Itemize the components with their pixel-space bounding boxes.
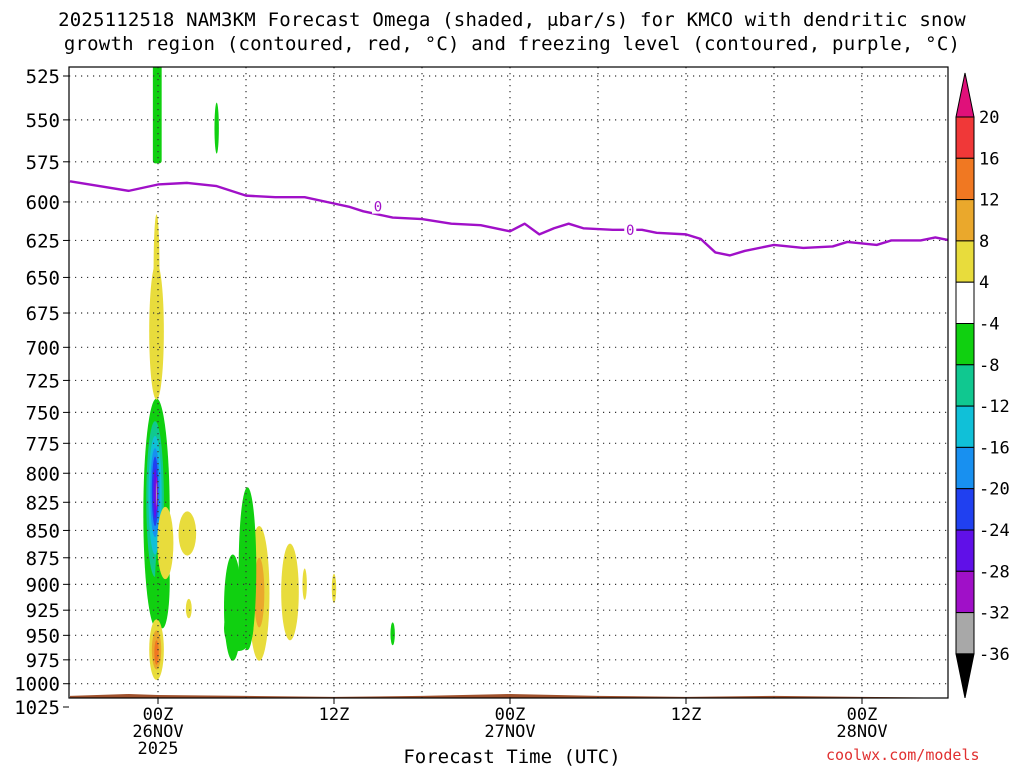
x-tick-label: 00Z <box>143 705 174 725</box>
colorbar-bin-9 <box>955 488 975 531</box>
omega-cell-18 <box>149 262 164 400</box>
x-tick-label: 12Z <box>671 705 702 725</box>
contour-label-bg <box>372 199 384 214</box>
colorbar-level-label: -20 <box>979 480 1010 500</box>
colorbar-above-arrow <box>955 72 975 118</box>
colorbar-level-label: -32 <box>979 604 1010 624</box>
y-tick-label: 725 <box>26 370 60 392</box>
x-tick-label: 12Z <box>319 705 350 725</box>
omega-cell-25 <box>157 506 174 580</box>
omega-cell-24 <box>214 102 219 154</box>
y-tick-label: 550 <box>26 110 60 132</box>
pressure-axis: 525 550 575 600 625 650 675 700 725 750 775 800 825 8… <box>14 66 69 719</box>
colorbar-level-label: -24 <box>979 521 1010 541</box>
y-tick-label: 600 <box>26 192 60 214</box>
x-tick-label: 2025 <box>138 739 179 759</box>
omega-cell-20 <box>224 605 254 652</box>
colorbar-bin-4 <box>955 281 975 325</box>
x-tick-label: 27NOV <box>484 722 535 742</box>
colorbar-level-label: -4 <box>979 315 999 335</box>
y-tick-label: 975 <box>26 650 60 672</box>
y-tick-label: 700 <box>26 337 60 359</box>
plot-area <box>69 67 948 698</box>
credit-link[interactable]: coolwx.com/models <box>826 746 980 764</box>
y-tick-label: 900 <box>26 574 60 596</box>
omega-cell-12 <box>154 640 159 665</box>
colorbar-bin-7 <box>955 405 975 448</box>
colorbar-bin-12 <box>955 612 975 655</box>
y-tick-label: 750 <box>26 402 60 424</box>
y-tick-label: 950 <box>26 625 60 647</box>
colorbar-bin-5 <box>955 323 975 366</box>
terrain-fill <box>70 694 948 698</box>
colorbar-level-label: 16 <box>979 149 999 169</box>
colorbar-bin-6 <box>955 364 975 407</box>
contour-label-bg <box>624 222 637 237</box>
plot-frame <box>68 66 949 699</box>
colorbar-bin-8 <box>955 446 975 490</box>
colorbar-level-label: -8 <box>979 356 999 376</box>
y-tick-label: 575 <box>26 152 60 174</box>
chart-title-line-1: 2025112518 NAM3KM Forecast Omega (shaded… <box>58 9 966 31</box>
colorbar-level-label: -36 <box>979 645 1010 665</box>
grid-lines <box>69 67 948 698</box>
omega-cell-16 <box>281 543 299 641</box>
colorbar-level-label: 8 <box>979 232 989 252</box>
colorbar-level-label: -12 <box>979 397 1010 417</box>
omega-cell-7 <box>156 482 157 506</box>
x-tick-label: 26NOV <box>132 722 183 742</box>
omega-cell-26 <box>178 511 197 556</box>
y-tick-label: 775 <box>26 433 60 455</box>
colorbar-bin-11 <box>955 570 975 614</box>
omega-cell-22 <box>331 573 337 604</box>
x-tick-label: 00Z <box>847 705 878 725</box>
y-tick-label: 875 <box>26 548 60 570</box>
y-tick-label: 650 <box>26 267 60 289</box>
omega-cell-21 <box>302 568 307 600</box>
omega-cell-17 <box>152 67 162 164</box>
colorbar-bin-10 <box>955 529 975 572</box>
freezing-level-contour: 00 <box>69 180 948 257</box>
colorbar: 20 16 12 8 4 -4 -8 -12 -16 -20 -24 -28 -32 -36 <box>955 72 1010 699</box>
y-tick-label: 1000 <box>14 674 60 696</box>
colorbar-level-label: -28 <box>979 562 1010 582</box>
colorbar-below-arrow <box>955 653 975 699</box>
x-tick-label: 28NOV <box>836 722 887 742</box>
terrain-surface <box>70 694 948 698</box>
y-tick-label: 1025 <box>14 697 60 719</box>
contour-label: 0 <box>374 200 382 216</box>
colorbar-bin-1 <box>955 157 975 201</box>
colorbar-level-label: 12 <box>979 191 999 211</box>
colorbar-level-label: 20 <box>979 108 999 128</box>
colorbar-bin-3 <box>955 240 975 283</box>
contour-label: 0 <box>626 223 634 239</box>
y-tick-label: 625 <box>26 230 60 252</box>
y-tick-label: 525 <box>26 66 60 88</box>
omega-cell-27 <box>185 598 192 619</box>
x-axis-title: Forecast Time (UTC) <box>403 746 621 768</box>
freezing-level-line <box>69 180 948 257</box>
x-tick-label: 00Z <box>495 705 526 725</box>
colorbar-level-label: 4 <box>979 273 989 293</box>
colorbar-level-label: -16 <box>979 438 1010 458</box>
colorbar-bin-0 <box>955 116 975 159</box>
plot-background <box>69 67 948 698</box>
y-tick-label: 850 <box>26 520 60 542</box>
omega-cell-23 <box>390 622 395 646</box>
y-tick-label: 800 <box>26 463 60 485</box>
y-tick-label: 675 <box>26 303 60 325</box>
chart-title-line-2: growth region (contoured, red, °C) and f… <box>63 33 961 55</box>
y-tick-label: 925 <box>26 600 60 622</box>
plot-border <box>68 66 949 699</box>
y-tick-label: 825 <box>26 492 60 514</box>
colorbar-bin-2 <box>955 199 975 242</box>
